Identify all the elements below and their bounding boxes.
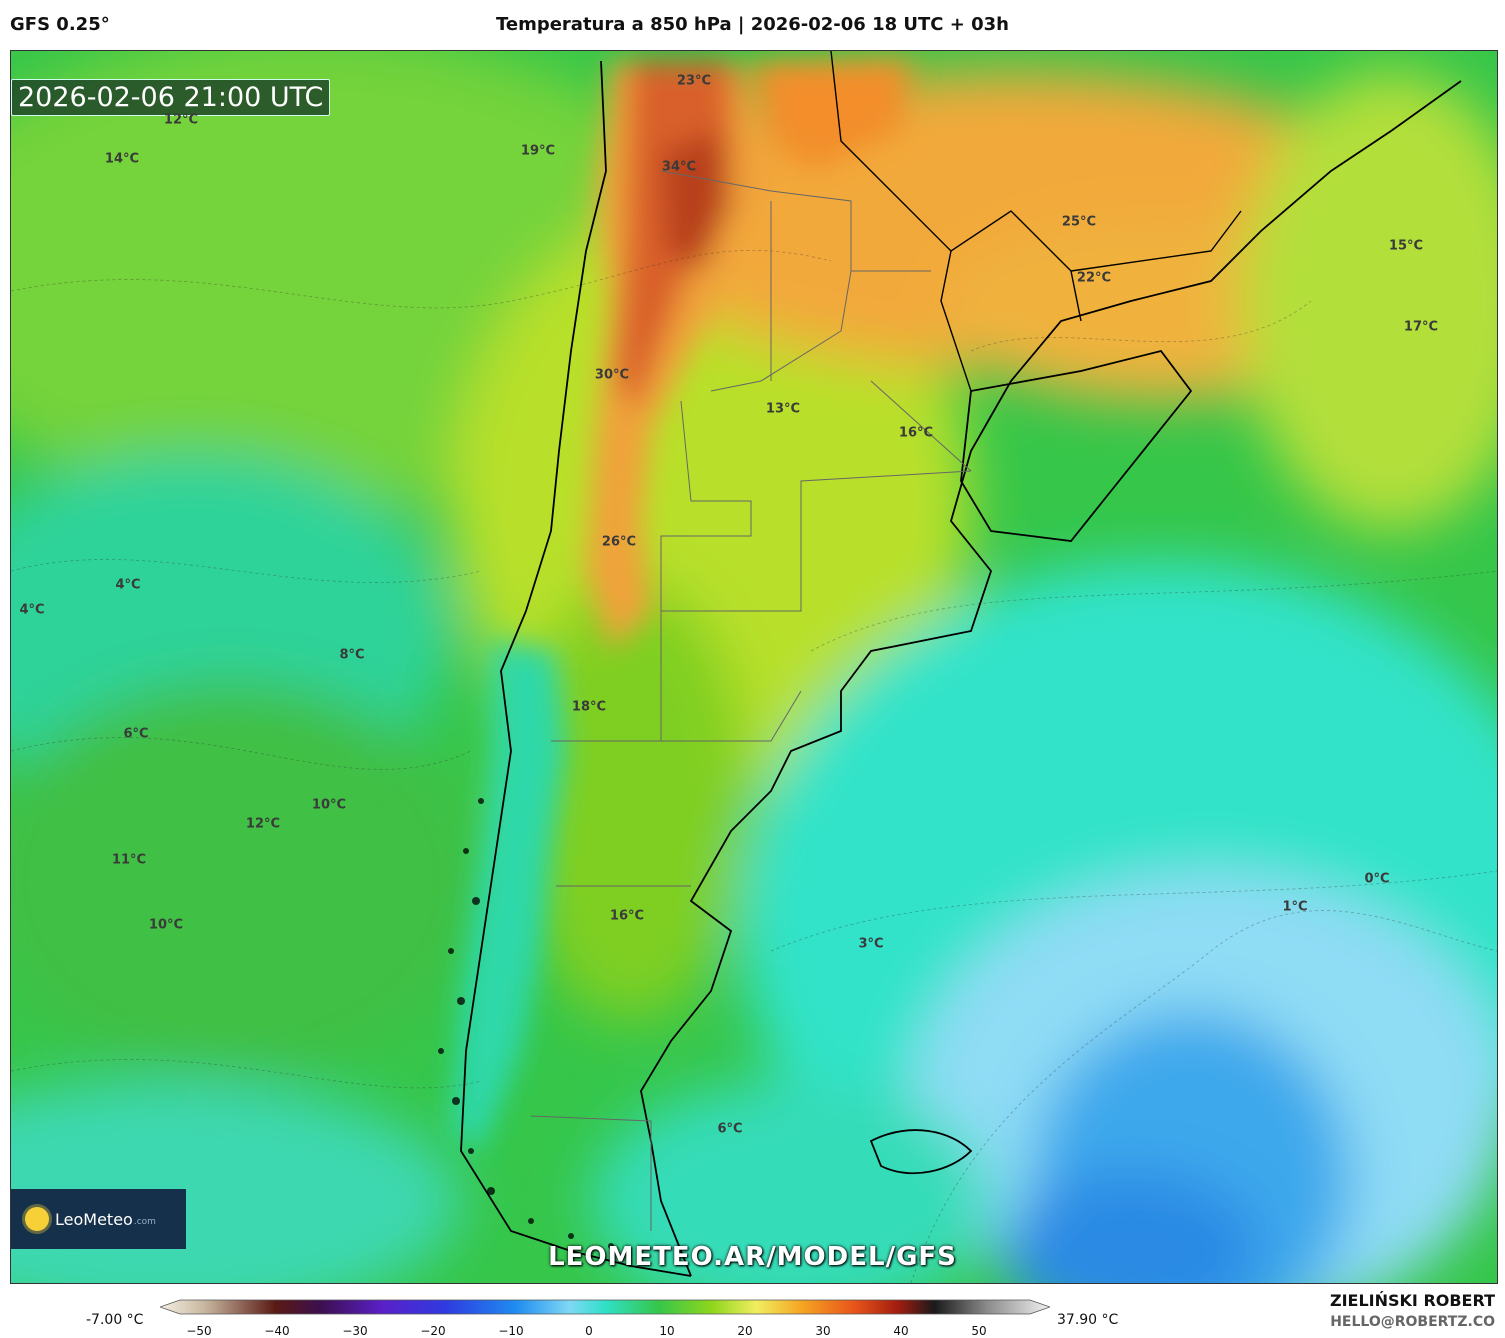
map-canvas — [11, 51, 1497, 1283]
temp-label: 4°C — [115, 577, 141, 593]
temp-label: 10°C — [148, 917, 184, 933]
colorbar-tick: −20 — [420, 1324, 446, 1338]
temp-label: 6°C — [717, 1121, 743, 1137]
author-email[interactable]: HELLO@ROBERTZ.CO — [1330, 1314, 1495, 1330]
temp-label: 12°C — [163, 112, 199, 128]
colorbar-tick: −10 — [498, 1324, 524, 1338]
temp-label: 30°C — [594, 367, 630, 383]
temp-label: 17°C — [1403, 319, 1439, 335]
temp-label: 25°C — [1061, 214, 1097, 230]
colorbar-tick: 0 — [585, 1324, 593, 1338]
temp-label: 3°C — [858, 936, 884, 952]
temp-label: 8°C — [339, 647, 365, 663]
temp-label: 15°C — [1388, 238, 1424, 254]
temp-label: 18°C — [571, 699, 607, 715]
logo-text: LeoMeteo — [55, 1209, 133, 1229]
temp-label: 16°C — [609, 908, 645, 924]
colorbar-tick: −50 — [186, 1324, 212, 1338]
temperature-map: 2026-02-06 21:00 UTC 12°C 14°C 19°C 23°C… — [10, 50, 1498, 1284]
author-name: ZIELIŃSKI ROBERT — [1329, 1291, 1495, 1310]
temp-label: 14°C — [104, 151, 140, 167]
colorbar-max-label: 37.90 °C — [1057, 1312, 1119, 1328]
temp-label: 4°C — [19, 602, 45, 618]
colorbar-tick: 40 — [893, 1324, 909, 1338]
temp-label: 22°C — [1076, 270, 1112, 286]
logo-suffix: .com — [133, 1217, 156, 1227]
temp-label: 23°C — [676, 73, 712, 89]
temp-label: 0°C — [1364, 871, 1390, 887]
watermark-url: LEOMETEO.AR/MODEL/GFS — [548, 1242, 957, 1272]
colorbar-min-label: -7.00 °C — [86, 1312, 144, 1328]
colorbar-tick: 10 — [659, 1324, 675, 1338]
temp-label: 10°C — [311, 797, 347, 813]
temp-label: 12°C — [245, 816, 281, 832]
colorbar-tick: 20 — [737, 1324, 753, 1338]
colorbar — [160, 1299, 1050, 1315]
temp-label: 11°C — [111, 852, 147, 868]
temp-label: 6°C — [123, 726, 149, 742]
colorbar-tick: 50 — [971, 1324, 987, 1338]
temp-label: 1°C — [1282, 899, 1308, 915]
colorbar-tick: −30 — [342, 1324, 368, 1338]
model-name: GFS 0.25° — [10, 14, 110, 35]
chart-title: Temperatura a 850 hPa | 2026-02-06 18 UT… — [495, 14, 1009, 35]
leometeo-logo[interactable]: LeoMeteo .com — [11, 1189, 186, 1249]
temp-label: 13°C — [765, 401, 801, 417]
temp-label: 19°C — [520, 143, 556, 159]
temp-label: 34°C — [661, 159, 697, 175]
temp-label: 16°C — [898, 425, 934, 441]
colorbar-tick: 30 — [815, 1324, 831, 1338]
valid-time-badge: 2026-02-06 21:00 UTC — [11, 79, 331, 116]
temp-label: 26°C — [601, 534, 637, 550]
sun-icon — [25, 1207, 49, 1231]
colorbar-tick: −40 — [264, 1324, 290, 1338]
